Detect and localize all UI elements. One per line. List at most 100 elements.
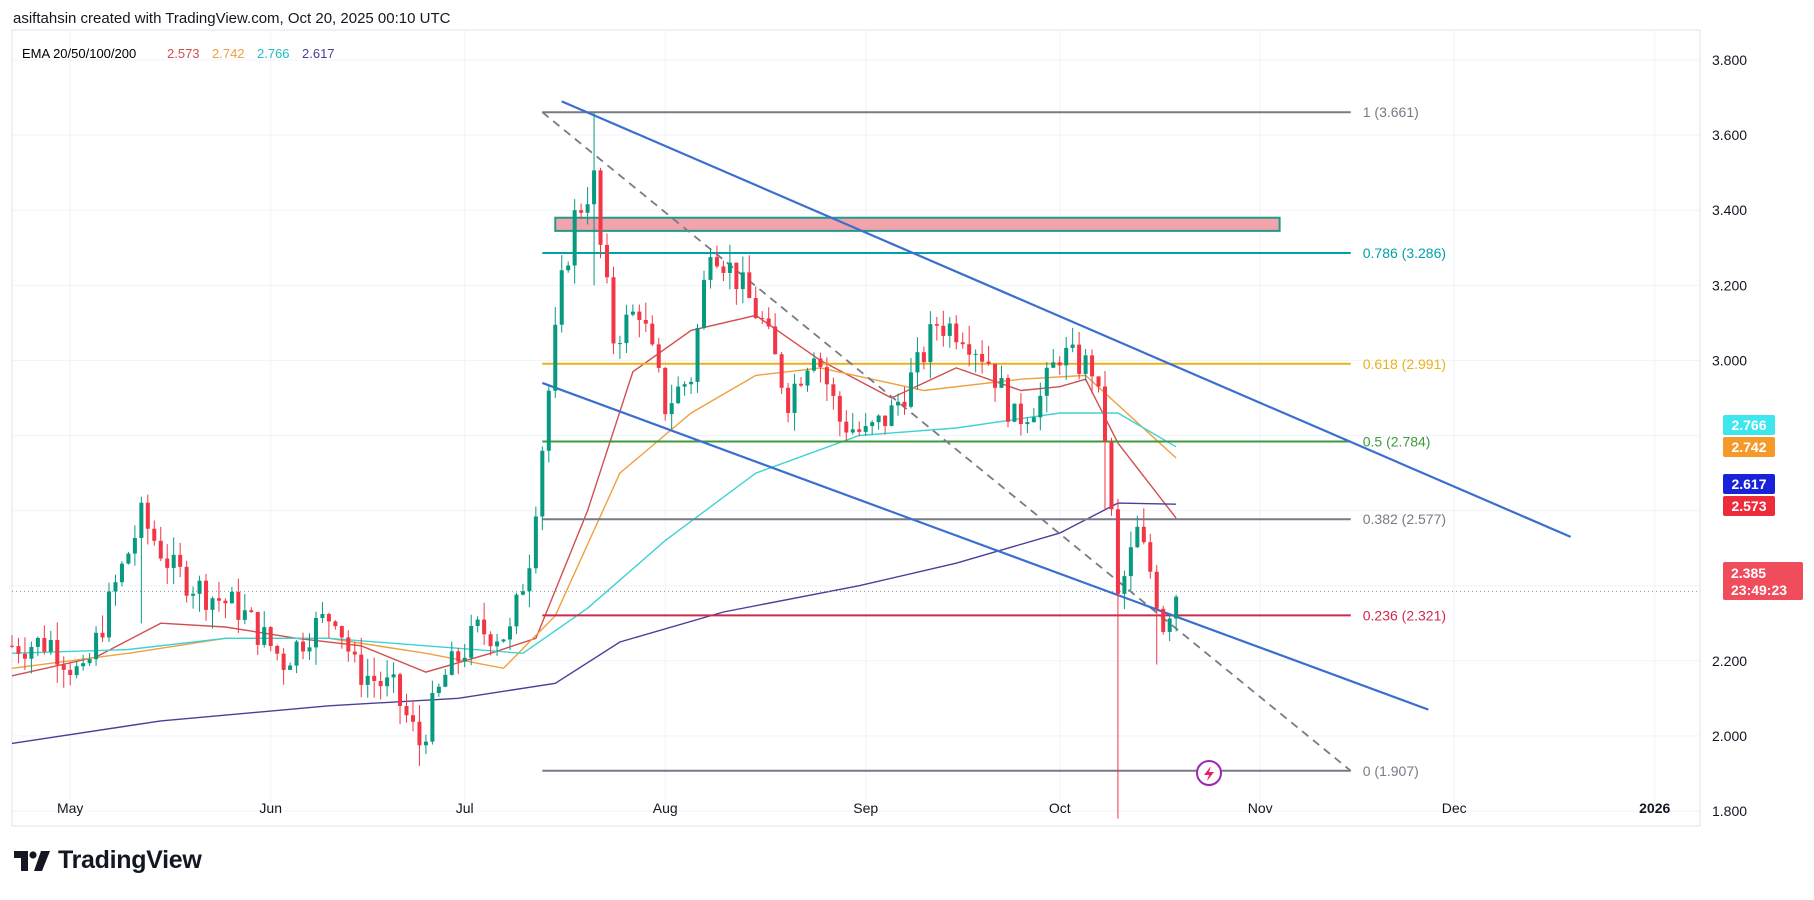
candle[interactable] <box>488 631 493 656</box>
candle[interactable] <box>837 391 842 437</box>
candle[interactable] <box>184 560 189 603</box>
candle[interactable] <box>973 349 978 373</box>
candle[interactable] <box>773 313 778 355</box>
candle[interactable] <box>1161 605 1166 635</box>
candle[interactable] <box>702 270 707 330</box>
candle[interactable] <box>818 352 823 383</box>
candle[interactable] <box>94 626 99 666</box>
candle[interactable] <box>857 421 862 437</box>
candle[interactable] <box>844 410 849 441</box>
candle[interactable] <box>908 358 913 409</box>
candle[interactable] <box>824 357 829 402</box>
candle[interactable] <box>126 551 131 565</box>
candle[interactable] <box>637 304 642 338</box>
candle[interactable] <box>1115 498 1120 819</box>
candle[interactable] <box>792 373 797 431</box>
candle[interactable] <box>630 304 635 317</box>
candle[interactable] <box>35 636 40 657</box>
candle[interactable] <box>365 658 370 698</box>
candle[interactable] <box>165 544 170 585</box>
candle[interactable] <box>223 598 228 619</box>
candle[interactable] <box>132 525 137 566</box>
candle[interactable] <box>572 199 577 284</box>
candle[interactable] <box>68 661 73 686</box>
candle[interactable] <box>921 346 926 370</box>
channel-upper-line[interactable] <box>561 100 1572 538</box>
candle[interactable] <box>197 575 202 612</box>
candle[interactable] <box>391 662 396 693</box>
candle[interactable] <box>831 377 836 410</box>
candle[interactable] <box>1064 336 1069 380</box>
candle[interactable] <box>326 612 331 638</box>
candle[interactable] <box>941 310 946 347</box>
candle[interactable] <box>145 494 150 545</box>
candle[interactable] <box>617 335 622 359</box>
candle[interactable] <box>986 345 991 366</box>
candle[interactable] <box>61 656 66 688</box>
candle[interactable] <box>74 660 79 679</box>
candle[interactable] <box>1077 331 1082 380</box>
candle[interactable] <box>1090 349 1095 394</box>
candle[interactable] <box>559 255 564 333</box>
candle[interactable] <box>333 620 338 630</box>
candle[interactable] <box>359 637 364 698</box>
candle[interactable] <box>579 203 584 219</box>
candle[interactable] <box>863 413 868 436</box>
candle[interactable] <box>598 167 603 259</box>
candle[interactable] <box>301 632 306 660</box>
candle[interactable] <box>514 592 519 634</box>
candle[interactable] <box>753 286 758 320</box>
candle[interactable] <box>1005 374 1010 428</box>
candle[interactable] <box>799 377 804 388</box>
candle[interactable] <box>249 607 254 613</box>
candle[interactable] <box>339 625 344 649</box>
candle[interactable] <box>540 446 545 531</box>
candle[interactable] <box>119 561 124 587</box>
candle[interactable] <box>650 315 655 346</box>
candle[interactable] <box>1174 594 1179 632</box>
candle[interactable] <box>216 581 221 612</box>
candle[interactable] <box>993 363 998 402</box>
candle[interactable] <box>1051 349 1056 369</box>
candle[interactable] <box>811 352 816 373</box>
candle[interactable] <box>191 586 196 609</box>
candle[interactable] <box>42 625 47 655</box>
candle[interactable] <box>262 611 267 648</box>
candle[interactable] <box>462 643 467 668</box>
candle[interactable] <box>721 260 726 282</box>
candle[interactable] <box>495 633 500 656</box>
candle[interactable] <box>624 304 629 353</box>
candle[interactable] <box>592 112 597 286</box>
candle[interactable] <box>954 315 959 350</box>
candle[interactable] <box>915 337 920 390</box>
candle[interactable] <box>1141 508 1146 545</box>
candle[interactable] <box>275 644 280 661</box>
candle[interactable] <box>346 630 351 662</box>
fib-trend-diagonal[interactable] <box>541 111 1352 772</box>
lightning-icon[interactable] <box>1196 760 1222 786</box>
candle[interactable] <box>533 506 538 574</box>
candle[interactable] <box>689 377 694 395</box>
candle[interactable] <box>16 637 21 664</box>
candle[interactable] <box>747 255 752 299</box>
candle[interactable] <box>1135 515 1140 549</box>
candle[interactable] <box>1109 437 1114 516</box>
candle[interactable] <box>876 414 881 430</box>
candle[interactable] <box>87 652 92 667</box>
resistance-zone[interactable] <box>554 216 1281 232</box>
candle[interactable] <box>669 384 674 430</box>
candle[interactable] <box>934 316 939 341</box>
candle[interactable] <box>178 542 183 578</box>
candle[interactable] <box>960 332 965 349</box>
candle[interactable] <box>727 244 732 290</box>
candle[interactable] <box>204 573 209 621</box>
candle[interactable] <box>281 648 286 685</box>
candle[interactable] <box>9 635 15 649</box>
candle[interactable] <box>999 365 1004 388</box>
candle[interactable] <box>883 415 888 435</box>
candle[interactable] <box>398 672 403 725</box>
candle[interactable] <box>643 302 648 333</box>
candle[interactable] <box>604 233 610 284</box>
candle[interactable] <box>482 602 487 645</box>
candle[interactable] <box>294 639 299 674</box>
